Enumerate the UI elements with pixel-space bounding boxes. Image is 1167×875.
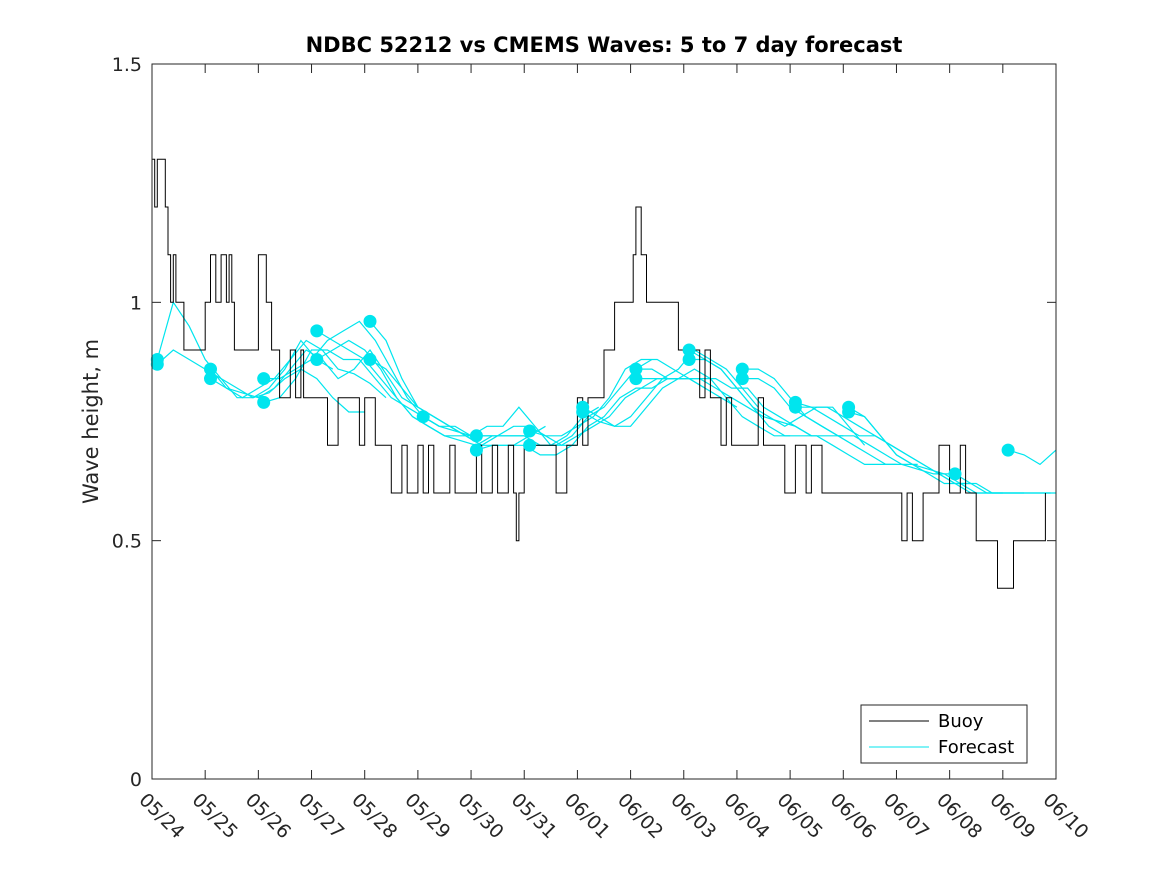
forecast-marker <box>1001 443 1015 457</box>
forecast-markers <box>150 314 1015 481</box>
forecast-marker <box>682 343 696 357</box>
forecast-marker <box>948 467 962 481</box>
plot-area <box>152 64 1056 779</box>
forecast-marker <box>469 443 483 457</box>
y-axis: 0 0.5 1 1.5 <box>112 54 1056 791</box>
y-tick-label: 1.5 <box>112 54 142 76</box>
forecast-line-run-1 <box>156 349 365 413</box>
forecast-marker <box>682 353 696 366</box>
forecast-line-run-16 <box>582 368 791 437</box>
forecast-line-run-14 <box>529 378 738 446</box>
forecast-marker <box>310 353 324 366</box>
forecast-line-run-17 <box>635 368 812 437</box>
forecast-marker <box>842 405 856 419</box>
legend-box <box>860 704 1028 764</box>
forecast-marker <box>576 405 590 419</box>
chart-title: NDBC 52212 vs CMEMS Waves: 5 to 7 day fo… <box>306 33 903 57</box>
forecast-line-run-2 <box>210 339 387 399</box>
forecast-line-run-4 <box>263 320 440 427</box>
forecast-line-run-11 <box>476 358 653 446</box>
forecast-marker <box>629 362 643 376</box>
forecast-line-run-24 <box>795 406 1003 494</box>
forecast-line-run-18 <box>635 378 844 437</box>
buoy-line <box>152 158 1046 589</box>
y-axis-label: Wave height, m <box>79 339 103 504</box>
forecast-marker <box>416 410 430 424</box>
forecast-marker <box>150 357 164 371</box>
y-tick-label: 0 <box>130 769 142 791</box>
forecast-marker <box>469 429 483 443</box>
forecast-marker <box>257 395 271 409</box>
forecast-marker <box>523 424 537 438</box>
forecast-line-run-10 <box>422 406 600 447</box>
legend-entry-buoy: Buoy <box>938 711 984 732</box>
forecast-line-run-22 <box>742 378 950 475</box>
forecast-marker <box>204 362 217 376</box>
forecast-line-run-27 <box>954 473 1051 494</box>
forecast-marker <box>629 372 643 386</box>
forecast-marker <box>204 372 217 386</box>
legend-entry-forecast: Forecast <box>938 737 1014 758</box>
y-tick-label: 1 <box>130 292 142 314</box>
forecast-marker <box>788 400 802 414</box>
forecast-line-run-28 <box>1007 449 1057 466</box>
forecast-line-run-15 <box>582 349 759 428</box>
forecast-marker <box>310 324 324 338</box>
forecast-marker <box>523 438 537 452</box>
forecast-marker <box>257 372 271 386</box>
legend: Buoy Forecast <box>860 704 1028 764</box>
forecast-marker <box>735 372 749 386</box>
forecast-marker <box>363 314 377 328</box>
y-tick-label: 0.5 <box>112 531 142 553</box>
forecast-line-run-20 <box>689 358 897 465</box>
forecast-marker <box>363 353 377 366</box>
forecast-marker <box>735 362 749 376</box>
plot-frame <box>151 63 1057 780</box>
